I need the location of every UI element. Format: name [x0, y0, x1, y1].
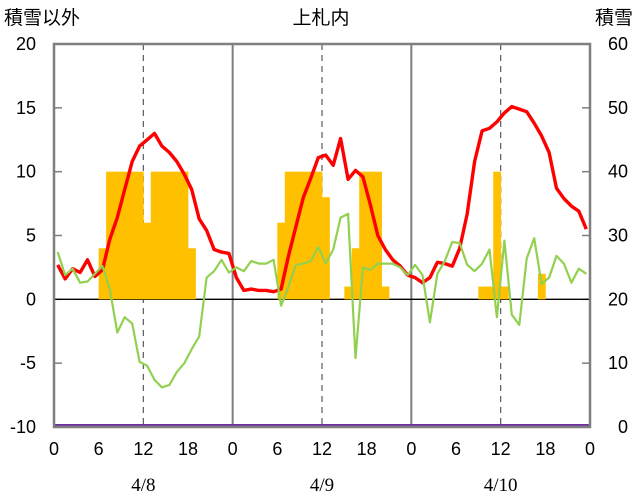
snow-bar-h60 [500, 286, 509, 300]
snow-bar-h15 [165, 171, 174, 300]
snow-bar-h14 [158, 171, 167, 300]
right-axis-title: 積雪 [595, 7, 633, 29]
plot-border [52, 42, 592, 429]
right-y-tick-labels: 60 50 40 30 20 10 0 [608, 34, 628, 437]
x-tick-label-6: 12 [312, 439, 332, 459]
right-tick-label-40: 40 [608, 162, 628, 182]
snow-bar-h35 [314, 171, 323, 300]
x-tick-label-7: 18 [357, 439, 377, 459]
snow-bar-h6 [98, 248, 107, 300]
right-tick-label-10: 10 [608, 353, 628, 373]
snow-bar-h36 [322, 197, 330, 300]
snow-bar-h10 [128, 171, 137, 300]
snowfall-bars [98, 171, 546, 300]
x-tick-label-2: 12 [133, 439, 153, 459]
day-label-3: 4/10 [484, 475, 518, 496]
plot-frame [52, 42, 592, 429]
snow-bar-h13 [150, 171, 159, 300]
snow-bar-h34 [307, 171, 315, 300]
x-tick-label-8: 0 [406, 439, 416, 459]
snow-bar-h57 [478, 286, 487, 300]
right-tick-label-60: 60 [608, 34, 628, 54]
snow-bar-h41 [359, 171, 368, 300]
green-series-line [56, 212, 587, 389]
snow-bar-h33 [299, 171, 308, 300]
snow-bar-h9 [121, 171, 129, 300]
chart-title: 上札内 [292, 7, 349, 29]
right-tick-label-20: 20 [608, 289, 628, 309]
day-labels: 4/8 4/9 4/10 [131, 475, 517, 496]
snow-bar-h42 [366, 171, 375, 300]
right-tick-label-50: 50 [608, 98, 628, 118]
snow-bar-h44 [381, 286, 390, 300]
snow-bar-h30 [277, 222, 286, 300]
x-tick-label-3: 18 [178, 439, 198, 459]
snow-bar-h11 [135, 171, 144, 300]
snow-bar-h8 [113, 171, 122, 300]
snow-bar-h17 [180, 171, 189, 300]
right-tick-label-0: 0 [618, 417, 628, 437]
snow-bar-h31 [284, 171, 293, 300]
left-tick-label--10: -10 [10, 417, 36, 437]
left-tick-label-5: 5 [26, 226, 36, 246]
left-axis-title: 積雪以外 [4, 7, 80, 29]
series-lines [54, 104, 590, 427]
day-label-2: 4/9 [310, 475, 334, 496]
x-tick-label-10: 12 [491, 439, 511, 459]
x-tick-label-11: 18 [535, 439, 555, 459]
snow-bar-h32 [292, 171, 301, 300]
x-tick-label-5: 6 [272, 439, 282, 459]
left-tick-label-15: 15 [16, 98, 36, 118]
left-tick-label-0: 0 [26, 289, 36, 309]
x-tick-label-1: 6 [94, 439, 104, 459]
left-tick-label-20: 20 [16, 34, 36, 54]
red-series-line [56, 104, 588, 294]
right-tick-label-30: 30 [608, 226, 628, 246]
left-y-tick-labels: 20 15 10 5 0 -5 -10 [10, 34, 36, 437]
snow-bar-h18 [188, 248, 196, 300]
left-tick-label-10: 10 [16, 162, 36, 182]
x-tick-labels: 0 6 12 18 0 6 12 18 0 6 12 18 0 [49, 439, 595, 459]
snow-bar-h16 [173, 171, 181, 300]
snow-bar-h58 [485, 286, 494, 300]
day-label-1: 4/8 [131, 475, 155, 496]
x-tick-label-4: 0 [228, 439, 238, 459]
x-tick-label-9: 6 [451, 439, 461, 459]
left-tick-label--5: -5 [20, 353, 36, 373]
x-tick-label-12: 0 [585, 439, 595, 459]
snow-bar-h12 [143, 222, 152, 300]
snow-bar-h65 [537, 273, 546, 300]
snow-bar-h40 [351, 248, 360, 300]
snow-bar-h39 [344, 286, 353, 300]
snow-bar-h59 [493, 171, 502, 300]
x-tick-label-0: 0 [49, 439, 59, 459]
